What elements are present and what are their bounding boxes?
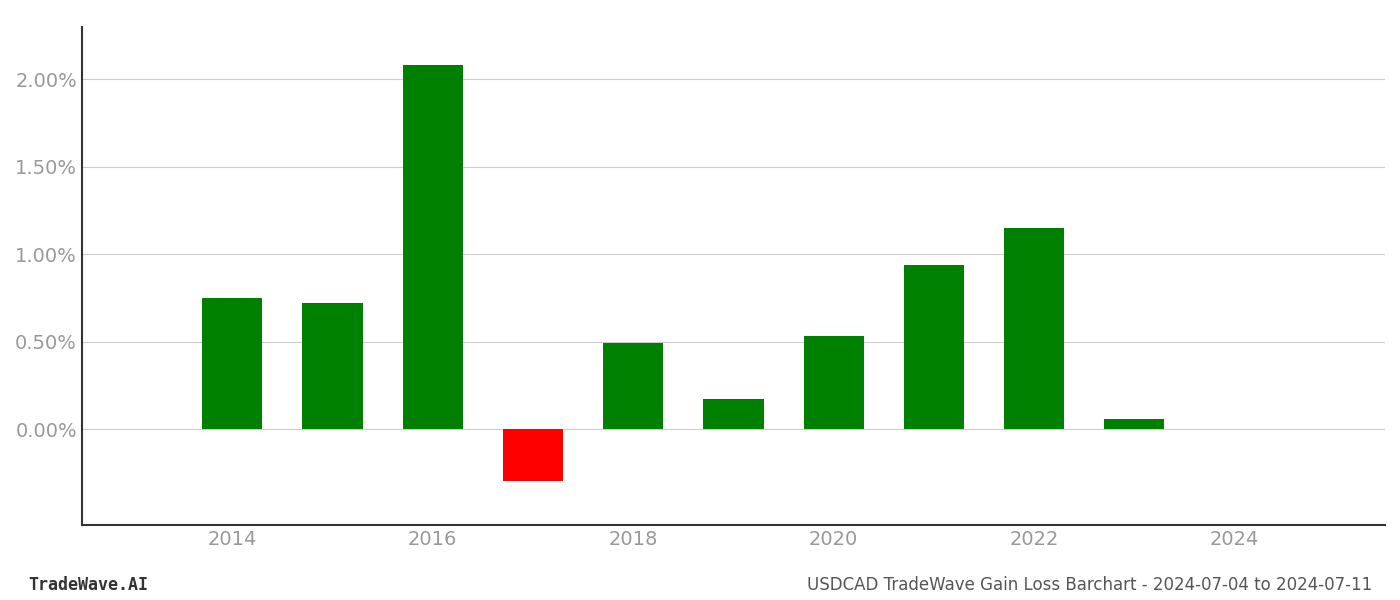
- Bar: [804, 337, 864, 429]
- Bar: [403, 65, 463, 429]
- Text: TradeWave.AI: TradeWave.AI: [28, 576, 148, 594]
- Bar: [703, 399, 763, 429]
- Bar: [1105, 419, 1165, 429]
- Bar: [603, 343, 664, 429]
- Text: USDCAD TradeWave Gain Loss Barchart - 2024-07-04 to 2024-07-11: USDCAD TradeWave Gain Loss Barchart - 20…: [806, 576, 1372, 594]
- Bar: [202, 298, 262, 429]
- Bar: [904, 265, 965, 429]
- Bar: [503, 429, 563, 481]
- Bar: [1004, 228, 1064, 429]
- Bar: [302, 303, 363, 429]
